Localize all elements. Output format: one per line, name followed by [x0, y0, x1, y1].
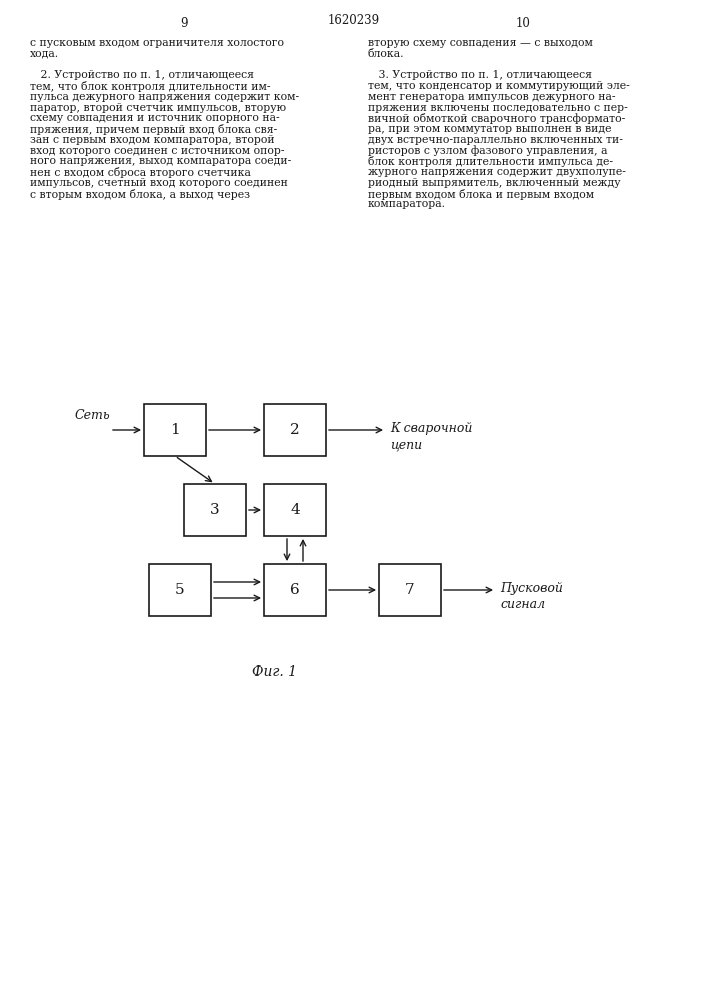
- Text: 1: 1: [170, 423, 180, 437]
- Text: первым входом блока и первым входом: первым входом блока и первым входом: [368, 189, 594, 200]
- Bar: [184, 484, 246, 536]
- Text: хода.: хода.: [30, 49, 59, 59]
- Text: 2: 2: [290, 423, 300, 437]
- Text: вторую схему совпадения — с выходом: вторую схему совпадения — с выходом: [368, 38, 593, 48]
- Text: 9: 9: [180, 17, 187, 30]
- Text: импульсов, счетный вход которого соединен: импульсов, счетный вход которого соедине…: [30, 178, 288, 188]
- Text: Фиг. 1: Фиг. 1: [252, 665, 298, 679]
- Bar: [144, 404, 206, 456]
- Text: компаратора.: компаратора.: [368, 199, 446, 209]
- Text: журного напряжения содержит двухполупе-: журного напряжения содержит двухполупе-: [368, 167, 626, 177]
- Text: блок контроля длительности импульса де-: блок контроля длительности импульса де-: [368, 156, 613, 167]
- Text: пряжения включены последовательно с пер-: пряжения включены последовательно с пер-: [368, 103, 628, 113]
- Text: ного напряжения, выход компаратора соеди-: ного напряжения, выход компаратора соеди…: [30, 156, 291, 166]
- Bar: [149, 564, 211, 616]
- Text: с пусковым входом ограничителя холостого: с пусковым входом ограничителя холостого: [30, 38, 284, 48]
- Text: пульса дежурного напряжения содержит ком-: пульса дежурного напряжения содержит ком…: [30, 92, 299, 102]
- Text: 7: 7: [405, 583, 415, 597]
- Text: ра, при этом коммутатор выполнен в виде: ра, при этом коммутатор выполнен в виде: [368, 124, 612, 134]
- Text: паратор, второй счетчик импульсов, вторую: паратор, второй счетчик импульсов, втору…: [30, 103, 286, 113]
- Text: риодный выпрямитель, включенный между: риодный выпрямитель, включенный между: [368, 178, 621, 188]
- Text: пряжения, причем первый вход блока свя-: пряжения, причем первый вход блока свя-: [30, 124, 277, 135]
- Text: вичной обмоткой сварочного трансформато-: вичной обмоткой сварочного трансформато-: [368, 113, 625, 124]
- Text: 2. Устройство по п. 1, отличающееся: 2. Устройство по п. 1, отличающееся: [30, 70, 254, 80]
- Text: мент генератора импульсов дежурного на-: мент генератора импульсов дежурного на-: [368, 92, 616, 102]
- Text: блока.: блока.: [368, 49, 404, 59]
- Text: 3: 3: [210, 503, 220, 517]
- Text: схему совпадения и источник опорного на-: схему совпадения и источник опорного на-: [30, 113, 280, 123]
- Text: нен с входом сброса второго счетчика: нен с входом сброса второго счетчика: [30, 167, 251, 178]
- Text: тем, что конденсатор и коммутирующий эле-: тем, что конденсатор и коммутирующий эле…: [368, 81, 630, 91]
- Text: Сеть: Сеть: [75, 409, 110, 422]
- Text: 10: 10: [515, 17, 531, 30]
- Text: двух встречно-параллельно включенных ти-: двух встречно-параллельно включенных ти-: [368, 135, 623, 145]
- Text: Пусковой
сигнал: Пусковой сигнал: [500, 582, 563, 611]
- Text: 1620239: 1620239: [327, 14, 380, 27]
- Bar: [264, 564, 326, 616]
- Bar: [264, 484, 326, 536]
- Text: 3. Устройство по п. 1, отличающееся: 3. Устройство по п. 1, отличающееся: [368, 70, 592, 80]
- Text: вход которого соединен с источником опор-: вход которого соединен с источником опор…: [30, 146, 284, 156]
- Bar: [264, 404, 326, 456]
- Text: 5: 5: [175, 583, 185, 597]
- Text: 6: 6: [290, 583, 300, 597]
- Text: с вторым входом блока, а выход через: с вторым входом блока, а выход через: [30, 189, 250, 200]
- Text: К сварочной
цепи: К сварочной цепи: [390, 422, 472, 451]
- Text: ристоров с узлом фазового управления, а: ристоров с узлом фазового управления, а: [368, 146, 607, 156]
- Text: зан с первым входом компаратора, второй: зан с первым входом компаратора, второй: [30, 135, 274, 145]
- Text: 4: 4: [290, 503, 300, 517]
- Bar: [379, 564, 441, 616]
- Text: тем, что блок контроля длительности им-: тем, что блок контроля длительности им-: [30, 81, 271, 92]
